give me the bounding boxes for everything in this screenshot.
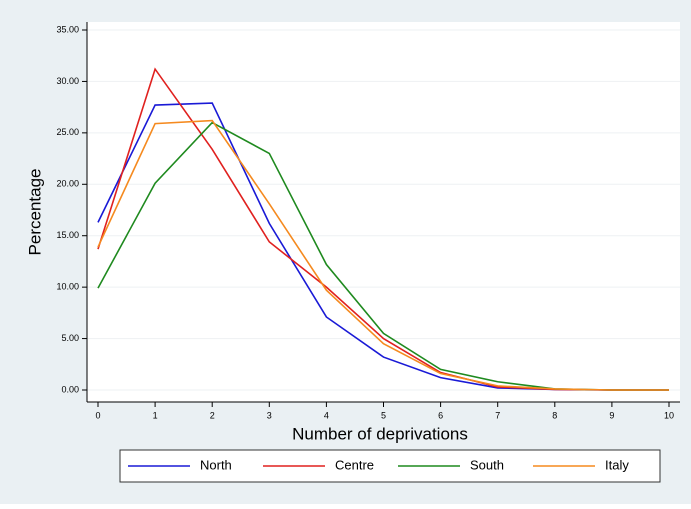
y-tick-label: 30.00 <box>56 76 79 86</box>
x-tick-label: 3 <box>267 410 272 420</box>
x-tick-label: 0 <box>95 410 100 420</box>
legend-label: South <box>470 457 504 472</box>
legend-label: North <box>200 457 232 472</box>
x-tick-label: 7 <box>495 410 500 420</box>
y-tick-label: 35.00 <box>56 24 79 34</box>
y-tick-label: 10.00 <box>56 282 79 292</box>
x-tick-label: 8 <box>552 410 557 420</box>
x-tick-label: 2 <box>210 410 215 420</box>
y-tick-label: 25.00 <box>56 127 79 137</box>
y-tick-label: 0.00 <box>61 384 79 394</box>
y-tick-label: 5.00 <box>61 333 79 343</box>
x-tick-label: 9 <box>609 410 614 420</box>
series-line <box>97 119 669 391</box>
plot-area <box>87 22 680 402</box>
x-tick-label: 1 <box>153 410 158 420</box>
y-axis-title: Percentage <box>25 169 44 256</box>
x-tick-label: 6 <box>438 410 443 420</box>
x-tick-label: 4 <box>324 410 329 420</box>
legend-label: Italy <box>605 457 629 472</box>
x-tick-label: 5 <box>381 410 386 420</box>
x-axis-title: Number of deprivations <box>292 424 468 443</box>
x-tick-label: 10 <box>664 410 674 420</box>
legend-label: Centre <box>335 457 374 472</box>
y-tick-label: 15.00 <box>56 230 79 240</box>
y-tick-label: 20.00 <box>56 179 79 189</box>
